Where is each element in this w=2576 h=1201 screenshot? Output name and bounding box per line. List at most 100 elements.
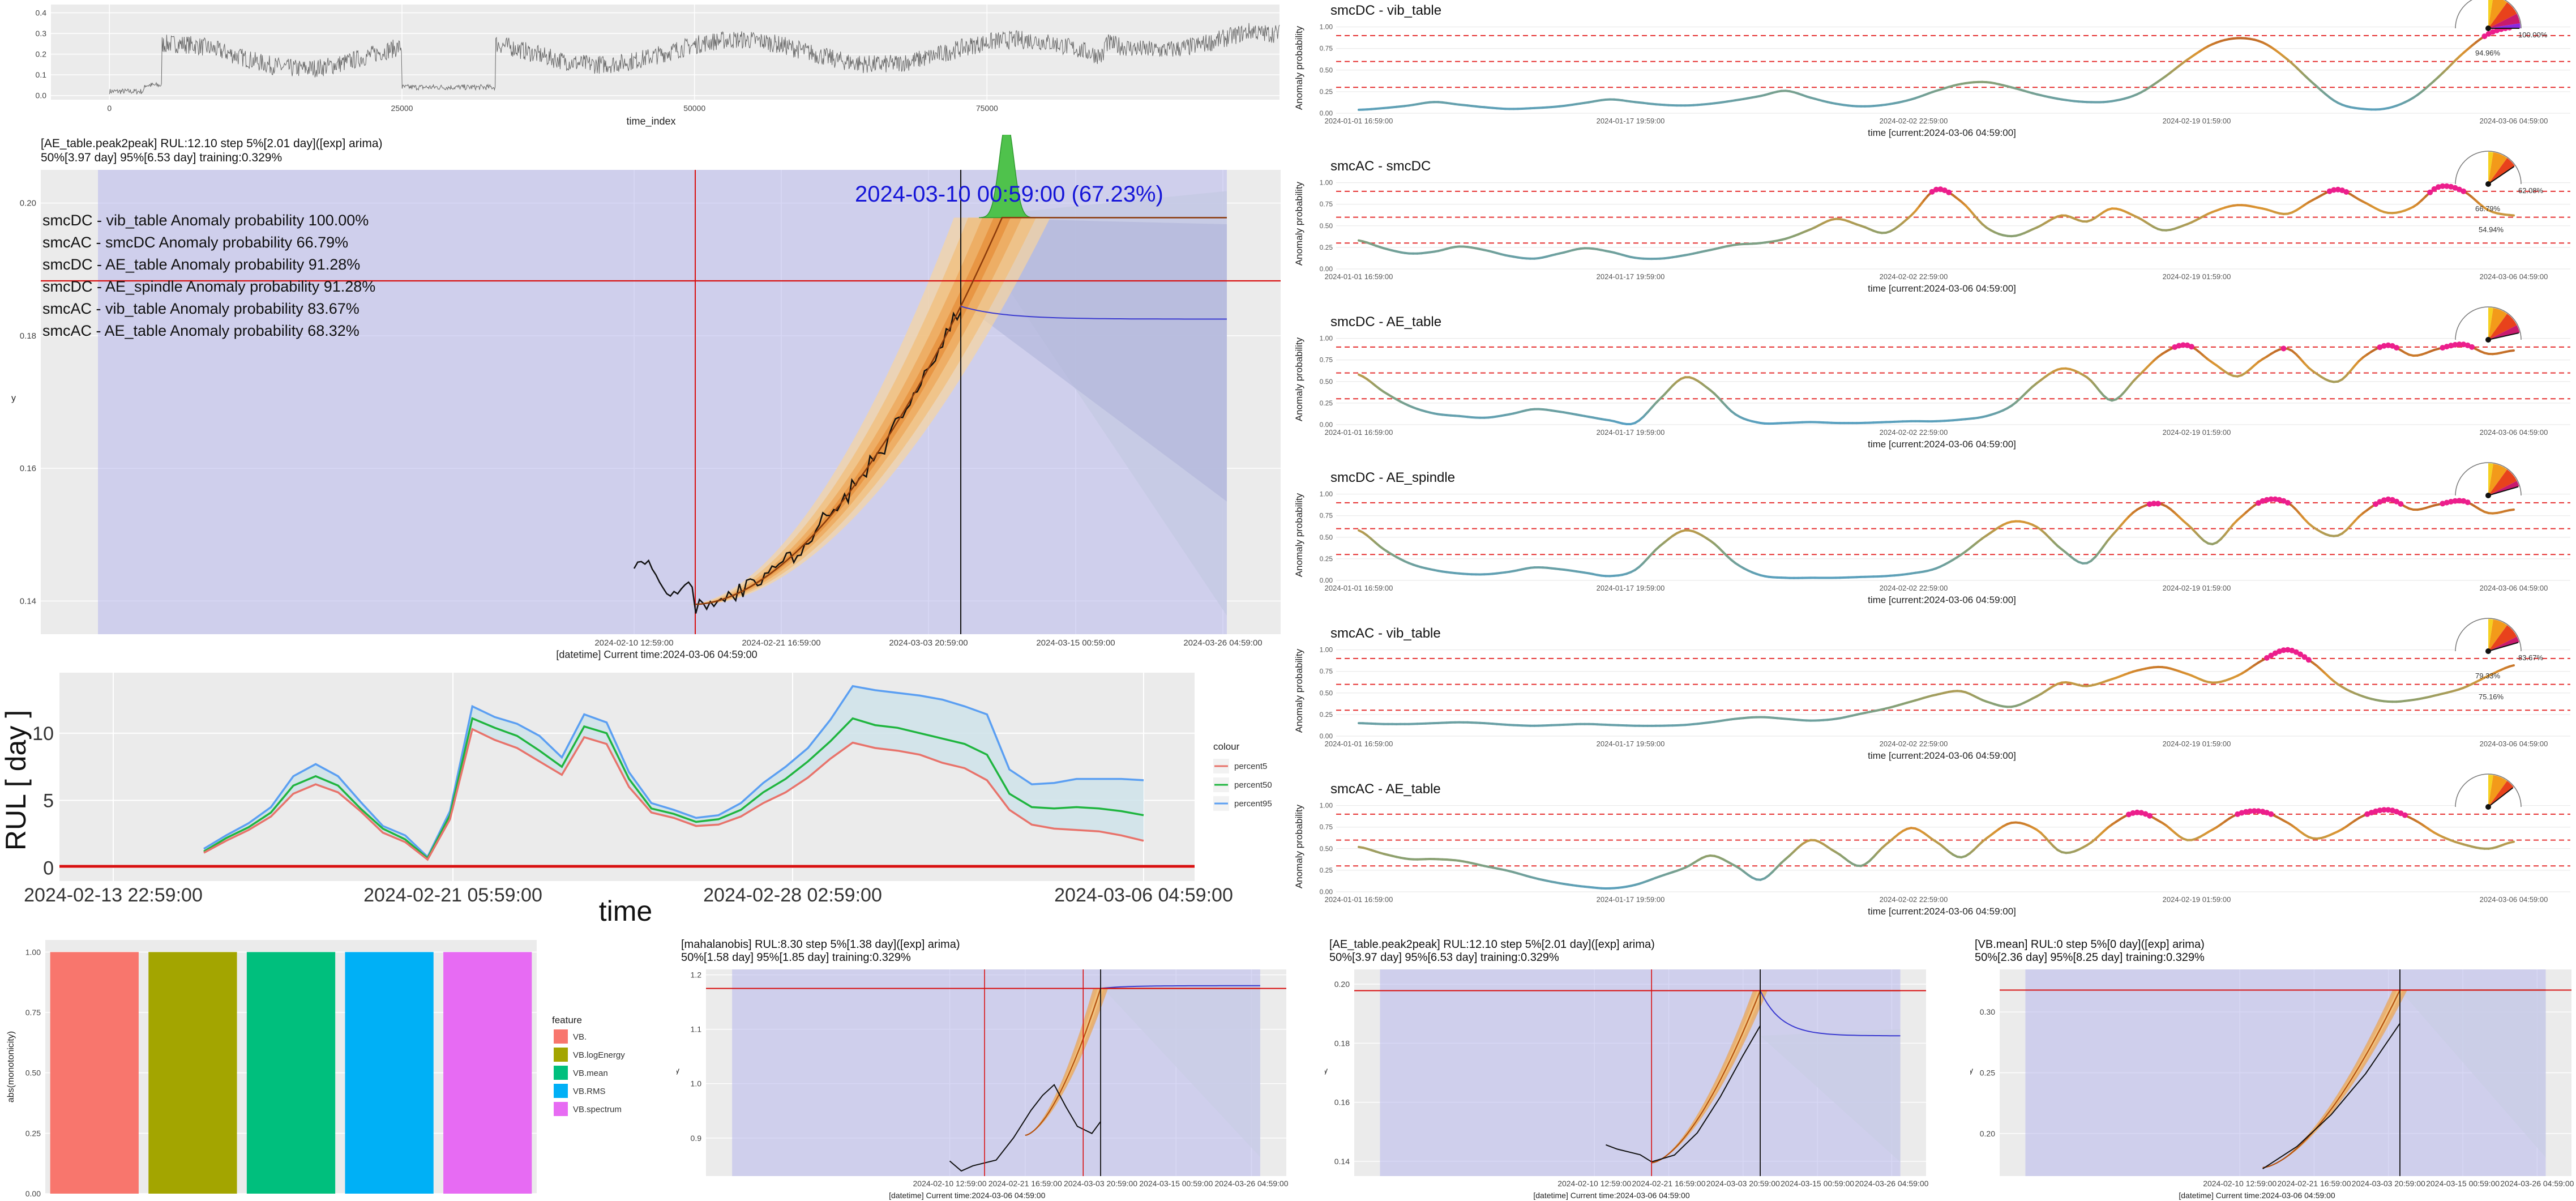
anomaly-y-tick-label: 0.50 xyxy=(1320,222,1333,230)
anomaly-x-tick-label: 2024-02-19 01:59:00 xyxy=(2163,272,2231,281)
main-title-line1: [AE_table.peak2peak] RUL:12.10 step 5%[2… xyxy=(41,137,383,150)
rul-legend-label: percent95 xyxy=(1234,799,1272,809)
forecast-y-tick-label: 0.16 xyxy=(1334,1098,1350,1107)
anomaly-exceedance-marker xyxy=(2456,498,2462,504)
anomaly-exceedance-marker xyxy=(2272,496,2278,502)
anomaly-x-tick-label: 2024-01-17 19:59:00 xyxy=(1597,272,1665,281)
small-forecast-title-line1: [VB.mean] RUL:0 step 5%[0 day]([exp] ari… xyxy=(1975,938,2205,951)
gauge-needle xyxy=(2488,486,2519,496)
bar-vb-rms xyxy=(345,952,434,1194)
anomaly-panel-6: smcAC - AE_table 0.00 0.25 0.50 0.75 1.00 2024… xyxy=(1294,773,2570,917)
anomaly-y-tick-label: 0.00 xyxy=(1320,888,1333,896)
small-forecast-2-panel: [AE_table.peak2peak] RUL:12.10 step 5%[2… xyxy=(1325,934,1931,1201)
anomaly-x-tick-label: 2024-01-01 16:59:00 xyxy=(1325,895,1393,904)
anomaly-y-tick-label: 0.75 xyxy=(1320,512,1333,520)
anomaly-x-axis-label: time [current:2024-03-06 04:59:00] xyxy=(1868,127,2016,138)
forecast-y-tick-label: 0.14 xyxy=(1334,1157,1350,1166)
arima-inner-fan xyxy=(961,217,1227,502)
anomaly-x-tick-label: 2024-03-06 04:59:00 xyxy=(2480,895,2548,904)
anomaly-exceedance-marker xyxy=(2284,647,2291,653)
gauge-wedge xyxy=(2488,619,2493,651)
main-x-tick-label: 2024-03-03 20:59:00 xyxy=(889,638,968,648)
time-index-strip-panel: 0 25000 50000 75000 0.0 0.1 0.2 0.3 0.4 time_in… xyxy=(0,0,1285,133)
anomaly-exceedance-marker xyxy=(2130,810,2136,816)
anomaly-exceedance-marker xyxy=(2280,647,2287,653)
main-x-tick-label: 2024-02-21 16:59:00 xyxy=(742,638,820,648)
anomaly-y-tick-label: 0.25 xyxy=(1320,555,1333,563)
anomaly-probability-segment xyxy=(2102,539,2109,548)
forecast-x-tick-label: 2024-03-26 04:59:00 xyxy=(2500,1179,2574,1188)
forecast-x-tick-label: 2024-03-15 00:59:00 xyxy=(1139,1179,1213,1188)
forecast-x-tick-label: 2024-03-15 00:59:00 xyxy=(1781,1179,1854,1188)
rul-x-axis-label: time xyxy=(599,895,652,927)
small-forecast-1-panel: [mahalanobis] RUL:8.30 step 5%[1.38 day]… xyxy=(677,934,1291,1201)
anomaly-exceedance-marker xyxy=(2147,813,2153,819)
gauge-wedge xyxy=(2488,325,2520,340)
forecast-confidence-band xyxy=(1651,990,1763,1163)
forecast-x-tick-label: 2024-03-03 20:59:00 xyxy=(1064,1179,1137,1188)
gauge-wedge xyxy=(2488,307,2493,340)
gauge-value-label: 83.67% xyxy=(2518,653,2544,662)
strip-y-tick-label: 0.1 xyxy=(36,70,47,79)
anomaly-y-tick-label: 1.00 xyxy=(1320,490,1333,498)
anomaly-panel-2: smcAC - smcDC 0.00 0.25 0.50 0.75 1.00 2024-01… xyxy=(1294,151,2570,294)
predicted-failure-label: 2024-03-10 00:59:00 (67.23%) xyxy=(855,182,1163,207)
bar-y-tick-label: 0.00 xyxy=(25,1189,41,1198)
forecast-y-tick-label: 1.2 xyxy=(691,971,702,980)
anomaly-panel-title: smcAC - smcDC xyxy=(1330,159,1431,174)
anomaly-x-tick-label: 2024-03-06 04:59:00 xyxy=(2480,584,2548,592)
anomaly-panel-title: smcDC - AE_table xyxy=(1330,314,1441,330)
forecast-x-tick-label: 2024-02-21 16:59:00 xyxy=(1632,1179,1706,1188)
rul-panel: 0 5 10 2024-02-13 22:59:00 2024-02-21 05:59… xyxy=(0,667,1285,929)
anomaly-y-tick-label: 0.75 xyxy=(1320,668,1333,676)
small-forecast-3-chart: [VB.mean] RUL:0 step 5%[0 day]([exp] ari… xyxy=(1970,938,2574,1200)
main-y-tick-label: 0.18 xyxy=(20,331,36,341)
anomaly-x-tick-label: 2024-02-19 01:59:00 xyxy=(2163,584,2231,592)
rul-percent5-line xyxy=(203,728,1144,861)
gauge-needle xyxy=(2488,332,2519,340)
gauge-wedge xyxy=(2488,775,2493,807)
bar-y-tick-label: 0.75 xyxy=(25,1008,41,1017)
forecast-confidence-band xyxy=(690,217,1227,605)
rul-y-tick-label: 0 xyxy=(43,857,54,879)
anomaly-exceedance-marker xyxy=(2251,808,2257,814)
rul-x-tick-label: 2024-02-13 22:59:00 xyxy=(24,884,203,906)
strip-x-tick-label: 0 xyxy=(107,104,112,113)
anomaly-exceedance-marker xyxy=(2394,345,2399,351)
anomaly-x-tick-label: 2024-02-02 22:59:00 xyxy=(1880,740,1948,748)
gauge-wedge xyxy=(2488,14,2521,28)
forecast-median-line xyxy=(695,217,1227,605)
anomaly-list-item: smcAC - AE_table Anomaly probability 68.… xyxy=(42,322,360,339)
gauge-value-label: 75.16% xyxy=(2479,693,2504,701)
anomaly-exceedance-marker xyxy=(2381,807,2387,813)
anomaly-y-tick-label: 0.75 xyxy=(1320,823,1333,831)
strip-x-axis-label: time_index xyxy=(626,116,675,127)
gauge-wedge xyxy=(2488,307,2507,340)
forecast-x-tick-label: 2024-03-03 20:59:00 xyxy=(2352,1179,2425,1188)
gauge-wedge xyxy=(2488,152,2507,184)
anomaly-y-tick-label: 0.25 xyxy=(1320,399,1333,407)
anomaly-exceedance-marker xyxy=(2268,496,2274,502)
anomaly-exceedance-marker xyxy=(2398,501,2404,507)
anomaly-exceedance-marker xyxy=(2268,652,2274,659)
anomaly-exceedance-marker xyxy=(2147,501,2153,507)
bar-vb-spectrum xyxy=(443,952,532,1194)
anomaly-x-axis-label: time [current:2024-03-06 04:59:00] xyxy=(1868,906,2016,917)
main-x-axis-label: [datetime] Current time:2024-03-06 04:59… xyxy=(556,649,757,660)
anomaly-exceedance-marker xyxy=(2385,342,2391,348)
anomaly-exceedance-marker xyxy=(2440,183,2446,189)
anomaly-x-tick-label: 2024-01-17 19:59:00 xyxy=(1597,740,1665,748)
anomaly-probability-segment xyxy=(2098,545,2105,553)
forecast-y-tick-label: 0.30 xyxy=(1980,1007,1995,1016)
forecast-y-tick-label: 0.9 xyxy=(691,1134,702,1143)
anomaly-panel-3: smcDC - AE_table 0.00 0.25 0.50 0.75 1.00 2024… xyxy=(1294,306,2570,450)
bar-legend-label: VB.mean xyxy=(573,1068,608,1078)
gauge-value-label: 62.08% xyxy=(2518,186,2544,195)
anomaly-exceedance-marker xyxy=(2188,344,2194,350)
forecast-confidence-band xyxy=(1025,988,1106,1135)
gauge-wedge xyxy=(2488,463,2507,495)
anomaly-x-tick-label: 2024-01-01 16:59:00 xyxy=(1325,272,1393,281)
forecast-x-tick-label: 2024-03-03 20:59:00 xyxy=(1706,1179,1780,1188)
anomaly-x-tick-label: 2024-02-02 22:59:00 xyxy=(1880,428,1948,437)
anomaly-exceedance-marker xyxy=(2381,343,2387,349)
